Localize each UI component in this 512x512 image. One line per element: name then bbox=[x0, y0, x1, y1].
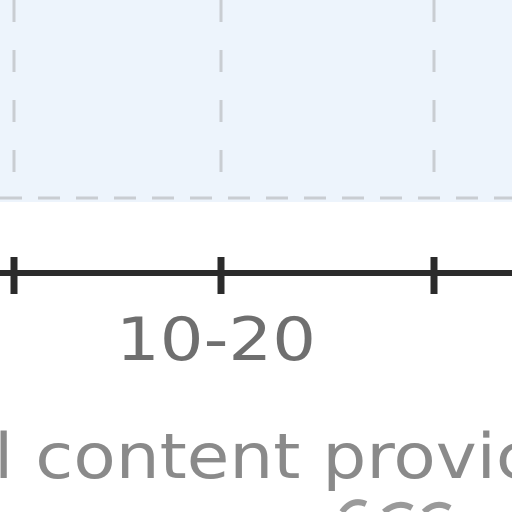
x-tick-label: 10-20 bbox=[116, 305, 316, 375]
x-axis-title-overflow bbox=[339, 499, 452, 512]
plot-area-background bbox=[0, 0, 512, 202]
vertical-grid-lines bbox=[12, 0, 436, 198]
x-axis-ticks bbox=[10, 257, 438, 294]
x-axis-title: l content provic bbox=[0, 420, 512, 493]
